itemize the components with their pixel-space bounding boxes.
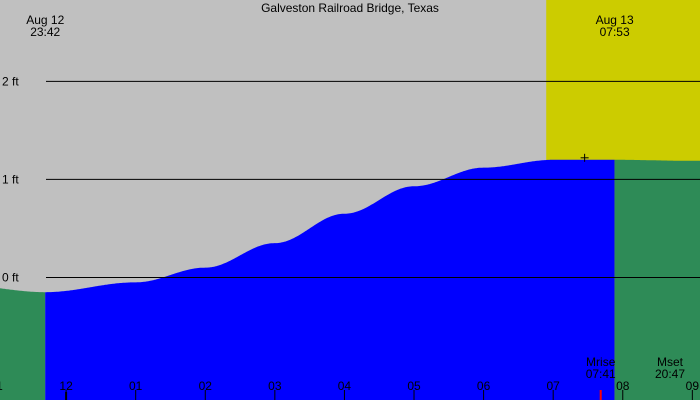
x-tick-label: 03 <box>268 379 282 393</box>
moon-event-time: 20:47 <box>655 367 685 381</box>
x-axis-labels: 11 12 01 02 03 04 05 06 07 08 09 <box>0 379 699 393</box>
x-tick-label: 04 <box>338 379 352 393</box>
x-tick-label: 08 <box>616 379 630 393</box>
x-tick-label: 06 <box>477 379 491 393</box>
moon-event-time: 07:41 <box>586 367 616 381</box>
x-tick-label: 05 <box>407 379 421 393</box>
y-tick-label: 1 ft <box>2 172 19 186</box>
x-tick-label: 02 <box>199 379 213 393</box>
x-tick-label: 01 <box>129 379 143 393</box>
y-tick-label: 2 ft <box>2 74 19 88</box>
falling-tide-area <box>614 159 700 400</box>
event-date-label: Aug 12 <box>26 13 64 27</box>
x-tick-label: 09 <box>686 379 700 393</box>
tide-area <box>0 159 700 400</box>
moon-event-label: Mrise <box>586 355 616 369</box>
y-axis-labels: 0 ft 1 ft 2 ft <box>2 74 19 284</box>
chart-title: Galveston Railroad Bridge, Texas <box>261 1 439 15</box>
x-tick-label: 07 <box>547 379 561 393</box>
moon-event-label: Mset <box>657 355 684 369</box>
event-time-label: 07:53 <box>600 25 630 39</box>
falling-tide-area <box>0 288 46 400</box>
gridlines <box>46 80 700 278</box>
y-tick-label: 0 ft <box>2 270 19 284</box>
event-time-label: 23:42 <box>30 25 60 39</box>
x-tick-label: 11 <box>0 379 3 393</box>
x-axis-ticks <box>65 390 693 400</box>
event-date-label: Aug 13 <box>596 13 634 27</box>
rising-tide-area <box>45 159 615 400</box>
x-tick-label: 12 <box>59 379 73 393</box>
markers <box>65 153 602 400</box>
